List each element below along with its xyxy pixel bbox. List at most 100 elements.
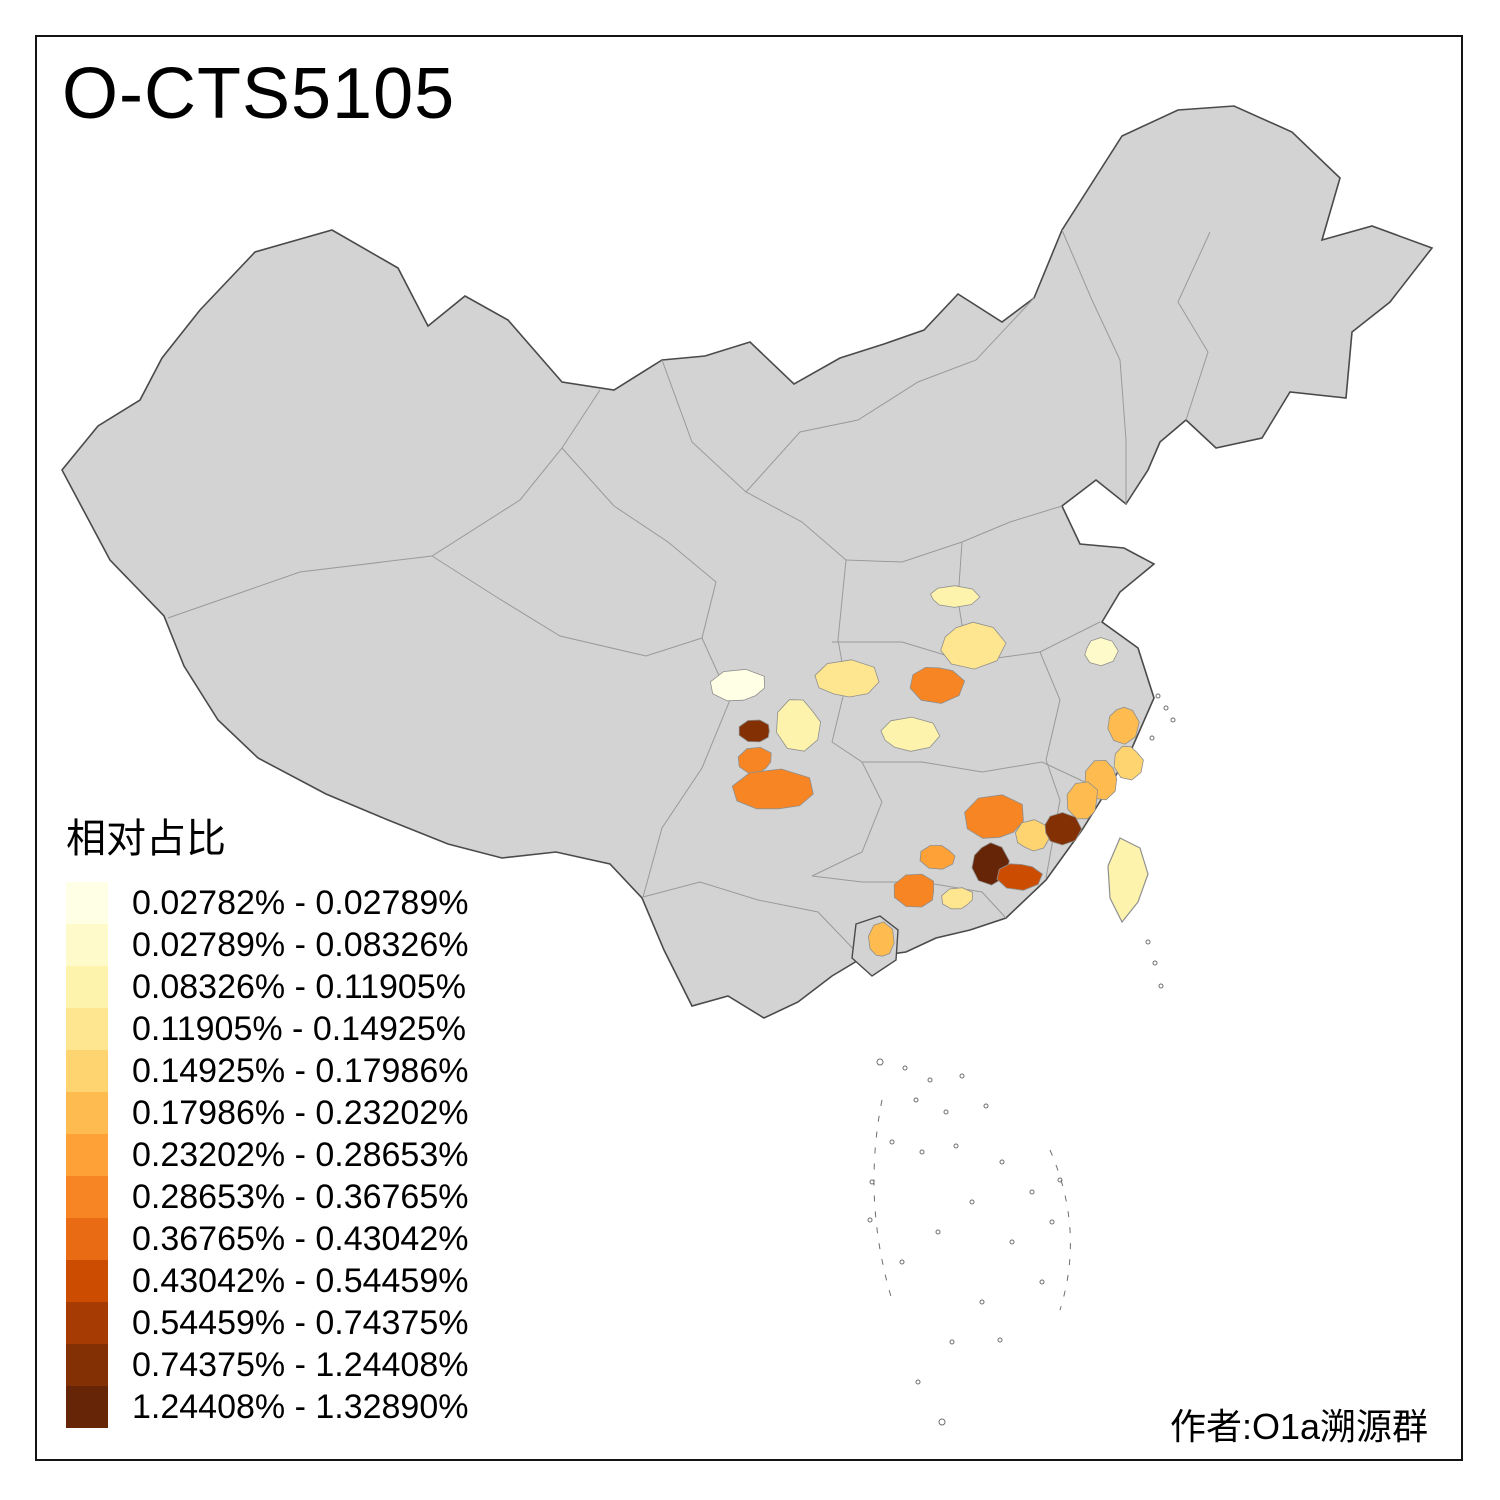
province-border-line bbox=[431, 555, 703, 657]
island-speck bbox=[869, 1179, 875, 1185]
island-speck bbox=[1029, 1189, 1035, 1195]
legend-swatch bbox=[66, 1134, 108, 1176]
island-speck bbox=[1057, 1177, 1063, 1183]
legend-swatch bbox=[66, 1260, 108, 1302]
map-region bbox=[929, 585, 981, 608]
island-speck bbox=[899, 1259, 905, 1265]
legend-item: 0.23202% - 0.28653% bbox=[66, 1134, 468, 1176]
legend-swatch bbox=[66, 1176, 108, 1218]
legend-items: 0.02782% - 0.02789% 0.02789% - 0.08326% 0.… bbox=[66, 882, 468, 1428]
island-speck bbox=[927, 1077, 933, 1083]
province-border-line bbox=[862, 761, 1107, 793]
island-speck bbox=[953, 1143, 959, 1149]
island-speck bbox=[1039, 1279, 1045, 1285]
legend-item: 0.11905% - 0.14925% bbox=[66, 1008, 468, 1050]
legend: 相对占比 0.02782% - 0.02789% 0.02789% - 0.083… bbox=[66, 806, 468, 1428]
map-region bbox=[1044, 812, 1083, 846]
south-china-sea-islands bbox=[867, 693, 1176, 1426]
legend-swatch bbox=[66, 1386, 108, 1428]
legend-label: 0.11905% - 0.14925% bbox=[132, 1009, 466, 1048]
island-speck bbox=[935, 1229, 941, 1235]
island-speck bbox=[1049, 1219, 1055, 1225]
island-speck bbox=[1170, 717, 1176, 723]
island-speck bbox=[1158, 983, 1164, 989]
legend-swatch bbox=[66, 1050, 108, 1092]
island-speck bbox=[867, 1217, 873, 1223]
island-speck bbox=[1163, 705, 1169, 711]
legend-swatch bbox=[66, 924, 108, 966]
province-border-line bbox=[811, 741, 883, 877]
province-border-line bbox=[167, 389, 601, 619]
legend-swatch bbox=[66, 1008, 108, 1050]
legend-label: 0.28653% - 0.36765% bbox=[132, 1177, 469, 1216]
map-region bbox=[909, 666, 966, 704]
legend-label: 0.02782% - 0.02789% bbox=[132, 883, 469, 922]
island-speck bbox=[969, 1199, 975, 1205]
island-speck bbox=[876, 1058, 884, 1066]
island-speck bbox=[999, 1159, 1005, 1165]
island-speck bbox=[902, 1065, 908, 1071]
island-speck bbox=[1149, 735, 1155, 741]
map-region bbox=[709, 668, 766, 702]
map-region bbox=[893, 873, 934, 908]
map-region bbox=[1084, 637, 1119, 667]
legend-item: 0.54459% - 0.74375% bbox=[66, 1302, 468, 1344]
legend-label: 0.08326% - 0.11905% bbox=[132, 967, 466, 1006]
province-border-line bbox=[1061, 229, 1127, 504]
legend-label: 0.74375% - 1.24408% bbox=[132, 1345, 469, 1384]
legend-item: 0.02782% - 0.02789% bbox=[66, 882, 468, 924]
map-region bbox=[880, 716, 941, 752]
map-region bbox=[1066, 781, 1099, 820]
choropleth-regions bbox=[709, 585, 1144, 957]
island-speck bbox=[915, 1379, 921, 1385]
island-speck bbox=[949, 1339, 955, 1345]
island-speck bbox=[889, 1139, 895, 1145]
legend-label: 0.36765% - 0.43042% bbox=[132, 1219, 469, 1258]
map-region bbox=[941, 887, 974, 910]
island-speck bbox=[913, 1097, 919, 1103]
legend-swatch bbox=[66, 966, 108, 1008]
island-speck bbox=[938, 1418, 946, 1426]
island-speck bbox=[1145, 939, 1151, 945]
legend-label: 0.43042% - 0.54459% bbox=[132, 1261, 469, 1300]
island-speck bbox=[979, 1299, 985, 1305]
map-region bbox=[996, 863, 1043, 891]
island-speck bbox=[983, 1103, 989, 1109]
island-speck bbox=[997, 1337, 1003, 1343]
legend-item: 0.08326% - 0.11905% bbox=[66, 966, 468, 1008]
legend-label: 0.17986% - 0.23202% bbox=[132, 1093, 469, 1132]
legend-swatch bbox=[66, 1092, 108, 1134]
legend-title: 相对占比 bbox=[66, 817, 226, 861]
sea-dashed-line bbox=[1049, 1149, 1071, 1311]
island-speck bbox=[1009, 1239, 1015, 1245]
map-region bbox=[738, 719, 770, 743]
province-border-line bbox=[561, 447, 717, 639]
legend-label: 1.24408% - 1.32890% bbox=[132, 1387, 469, 1426]
taiwan-island-shape bbox=[1107, 837, 1149, 924]
map-region bbox=[1113, 745, 1144, 781]
island-speck bbox=[1155, 693, 1161, 699]
legend-swatch bbox=[66, 1344, 108, 1386]
map-region bbox=[964, 794, 1024, 839]
province-border-line bbox=[745, 297, 1035, 493]
legend-swatch bbox=[66, 1218, 108, 1260]
legend-swatch bbox=[66, 882, 108, 924]
legend-label: 0.23202% - 0.28653% bbox=[132, 1135, 469, 1174]
map-region bbox=[737, 746, 772, 774]
author-credit: 作者:O1a溯源群 bbox=[1169, 1406, 1428, 1447]
legend-item: 0.36765% - 0.43042% bbox=[66, 1218, 468, 1260]
legend-item: 0.17986% - 0.23202% bbox=[66, 1092, 468, 1134]
island-speck bbox=[959, 1073, 965, 1079]
legend-swatch bbox=[66, 1302, 108, 1344]
legend-item: 0.14925% - 0.17986% bbox=[66, 1050, 468, 1092]
map-region bbox=[1107, 706, 1140, 745]
island-speck bbox=[919, 1149, 925, 1155]
sea-dashed-line bbox=[873, 1099, 893, 1301]
map-region bbox=[776, 699, 822, 752]
legend-label: 0.54459% - 0.74375% bbox=[132, 1303, 469, 1342]
island-speck bbox=[943, 1109, 949, 1115]
legend-label: 0.02789% - 0.08326% bbox=[132, 925, 469, 964]
island-speck bbox=[1152, 960, 1158, 966]
map-region bbox=[731, 768, 814, 810]
